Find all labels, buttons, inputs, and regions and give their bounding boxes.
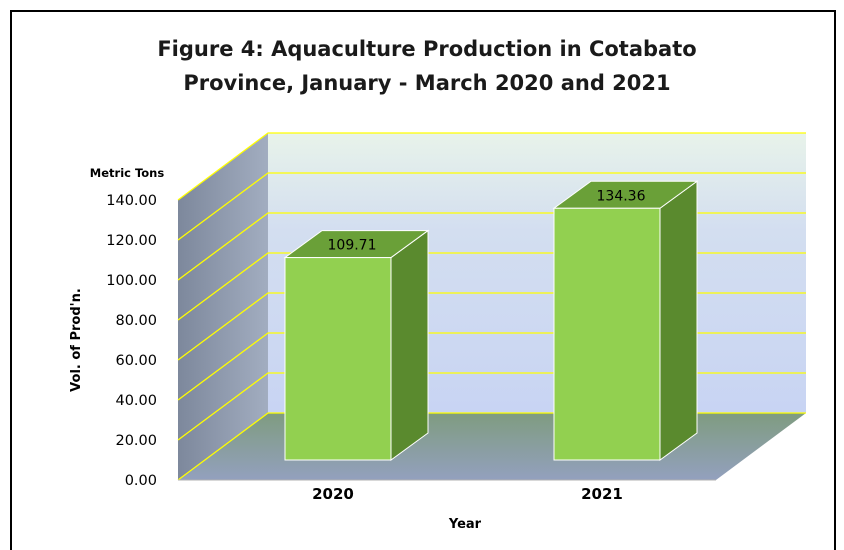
x-axis-label: Year <box>448 517 482 532</box>
bar-side <box>660 181 697 460</box>
y-tick-label: 120.00 <box>106 233 157 249</box>
y-tick-label: 140.00 <box>106 193 157 209</box>
chart-title-line-1: Figure 4: Aquaculture Production in Cota… <box>157 37 696 61</box>
x-tick-label: 2021 <box>581 485 623 503</box>
bar-2021 <box>554 181 697 460</box>
bar-front <box>285 258 391 460</box>
y-tick-label: 20.00 <box>115 433 157 449</box>
bar-2020 <box>285 231 428 460</box>
bar-front <box>554 208 660 460</box>
y-tick-label: 60.00 <box>115 353 157 369</box>
y-axis-ticks: 0.00 20.00 40.00 60.00 80.00 100.00 120.00 140.… <box>106 193 157 489</box>
y-tick-label: 40.00 <box>115 393 157 409</box>
unit-label: Metric Tons <box>90 166 165 180</box>
floor <box>178 413 806 480</box>
y-tick-label: 100.00 <box>106 273 157 289</box>
chart-title-line-2: Province, January - March 2020 and 2021 <box>183 71 670 95</box>
y-axis-label: Vol. of Prod'n. <box>69 288 84 392</box>
bar-side <box>391 231 428 460</box>
x-tick-label: 2020 <box>312 485 354 503</box>
data-label: 109.71 <box>328 238 377 254</box>
y-tick-label: 0.00 <box>125 473 157 489</box>
y-tick-label: 80.00 <box>115 313 157 329</box>
x-axis-categories: 2020 2021 <box>312 485 623 503</box>
chart: Figure 4: Aquaculture Production in Cota… <box>0 0 844 538</box>
data-label: 134.36 <box>597 188 646 204</box>
